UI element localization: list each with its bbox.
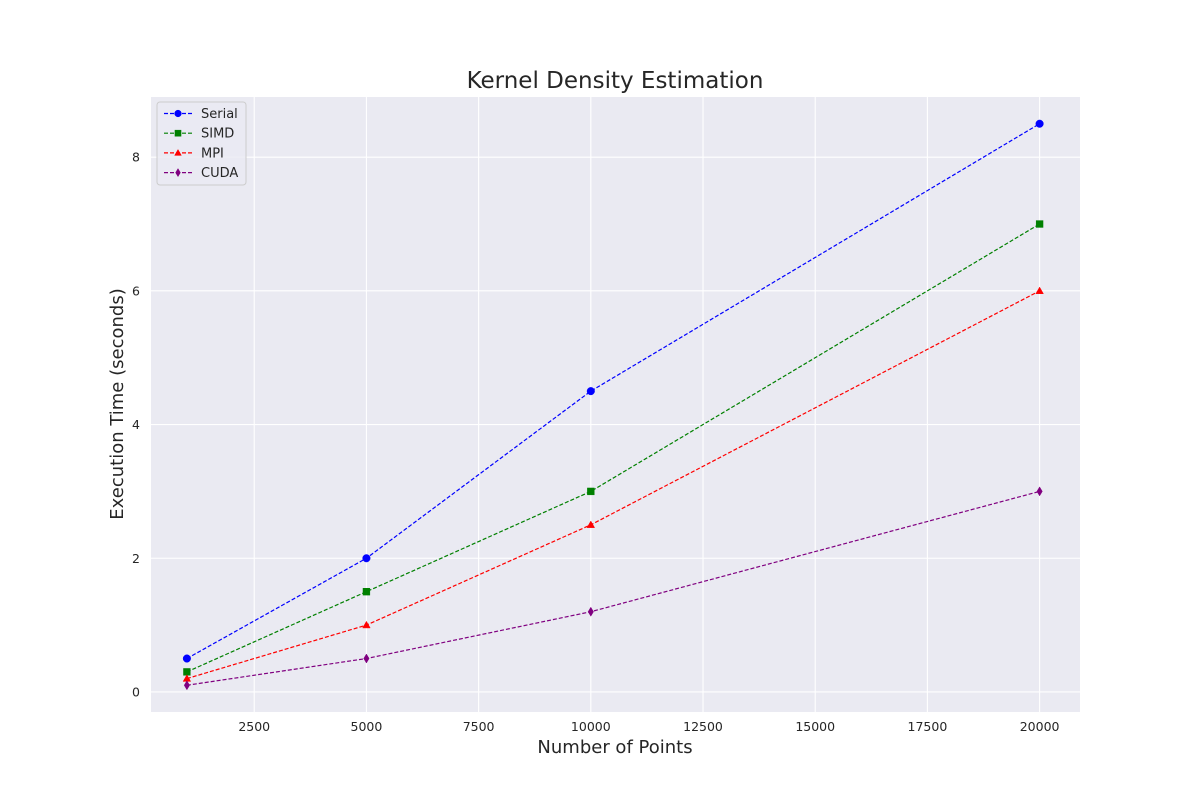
series-cuda [183, 486, 1043, 691]
chart-title: Kernel Density Estimation [467, 68, 764, 94]
series-line-cuda [186, 490, 1040, 686]
legend-marker [175, 168, 181, 178]
series-simd [183, 220, 1044, 676]
x-tick-label: 7500 [463, 719, 495, 734]
series-line-serial [186, 123, 1040, 660]
y-tick-label: 8 [132, 150, 140, 165]
y-axis-label: Execution Time (seconds) [107, 288, 128, 519]
x-tick-label: 2500 [238, 719, 270, 734]
data-point-serial [1035, 119, 1044, 128]
series-serial [182, 119, 1044, 663]
y-tick-label: 4 [132, 417, 140, 432]
tick-labels: 2500 5000 7500 10000 12500 15000 17500 20000 0 2 4… [132, 150, 1059, 734]
legend-item-simd: SIMD [164, 127, 234, 142]
y-tick-label: 0 [132, 684, 140, 699]
legend: Serial SIMD MPI CUDA [156, 101, 247, 186]
data-point-serial [182, 654, 191, 663]
data-point-simd [183, 668, 191, 676]
legend-label: CUDA [201, 166, 238, 181]
series-line-simd [186, 223, 1040, 673]
x-axis-label: Number of Points [537, 737, 692, 758]
legend-item-mpi: MPI [164, 146, 224, 161]
data-point-simd [362, 588, 371, 596]
x-tick-label: 12500 [683, 719, 723, 734]
legend-item-cuda: CUDA [164, 166, 238, 181]
data-point-mpi [1035, 286, 1044, 294]
data-point-serial [362, 554, 371, 563]
x-tick-label: 10000 [571, 719, 611, 734]
x-tick-label: 5000 [351, 719, 383, 734]
legend-marker [174, 109, 182, 118]
legend-item-serial: Serial [164, 107, 238, 122]
data-point-mpi [362, 620, 371, 629]
data-point-mpi [586, 520, 596, 528]
data-point-cuda [363, 653, 370, 664]
data-point-serial [586, 387, 595, 396]
y-tick-label: 6 [132, 283, 140, 298]
legend-marker [174, 129, 182, 137]
series-line-mpi [186, 290, 1040, 680]
series-mpi [182, 286, 1044, 682]
data-point-cuda [183, 680, 190, 691]
x-tick-label: 20000 [1020, 719, 1060, 734]
series-layer [182, 119, 1044, 691]
legend-box [156, 101, 247, 186]
legend-label: Serial [201, 107, 238, 122]
grid [151, 97, 1080, 712]
x-tick-label: 15000 [795, 719, 835, 734]
legend-label: MPI [201, 146, 224, 161]
x-tick-label: 17500 [908, 719, 948, 734]
data-point-cuda [587, 606, 594, 617]
legend-marker [174, 149, 182, 156]
data-point-cuda [1036, 486, 1043, 497]
data-point-simd [1035, 220, 1044, 228]
data-point-simd [587, 487, 595, 496]
plot-area [151, 97, 1080, 712]
legend-label: SIMD [201, 127, 234, 142]
y-tick-label: 2 [132, 551, 140, 566]
